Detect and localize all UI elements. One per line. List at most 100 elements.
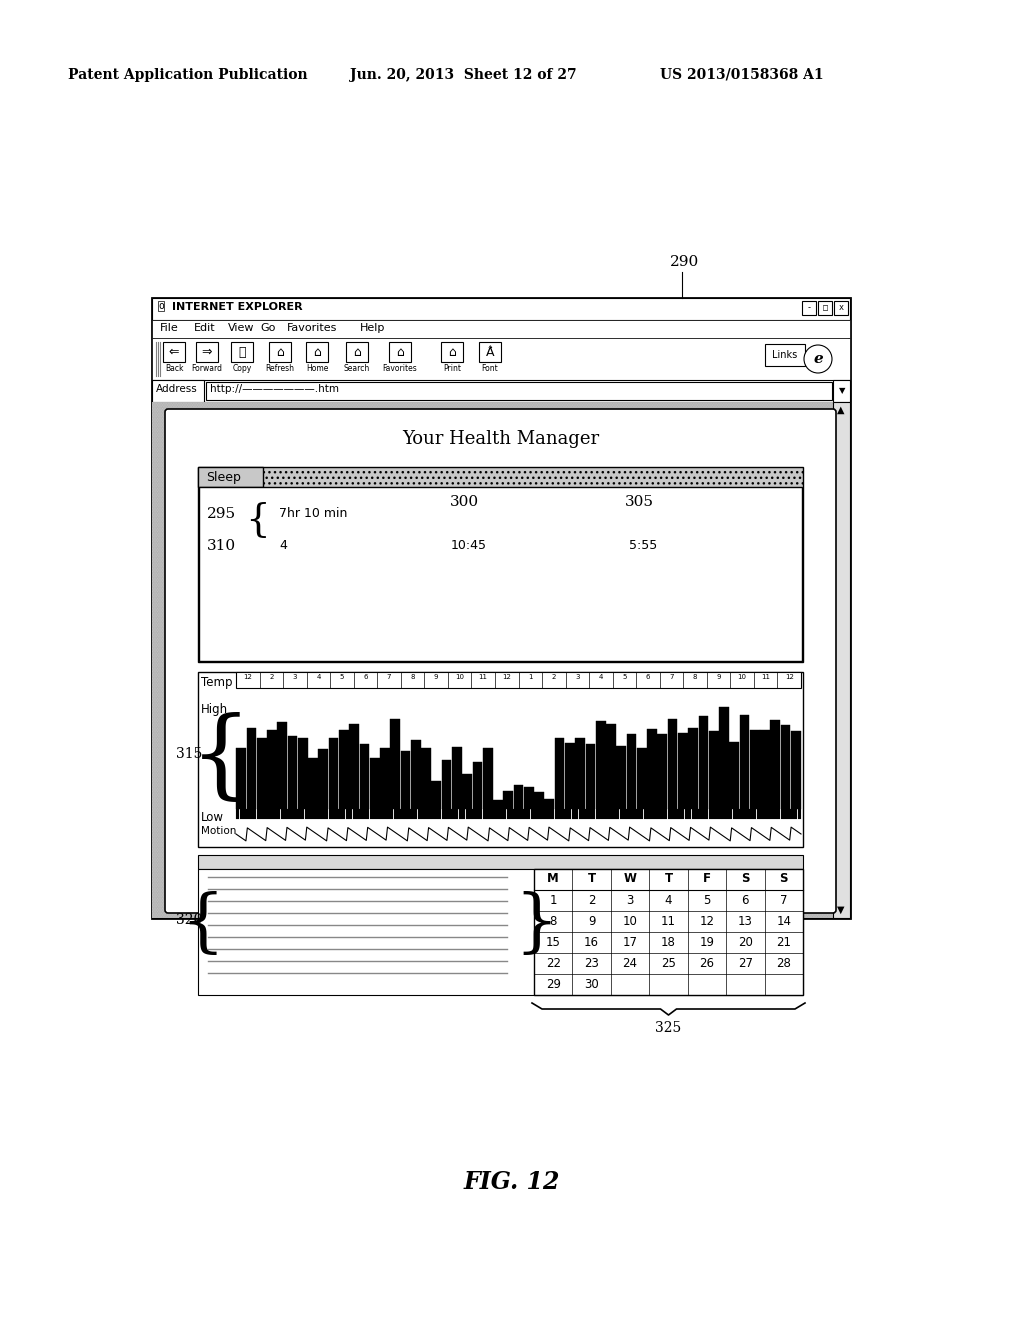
Bar [606, 809, 609, 818]
Text: 310: 310 [207, 539, 237, 553]
Text: 3: 3 [627, 894, 634, 907]
Bar [535, 792, 544, 809]
Text: 12: 12 [244, 675, 252, 680]
Bar [698, 715, 709, 809]
Text: 30: 30 [585, 978, 599, 991]
Bar [486, 809, 489, 818]
Bar [270, 809, 273, 818]
Bar [596, 809, 599, 818]
Bar [637, 748, 646, 809]
Bar [198, 869, 803, 995]
Bar [780, 726, 791, 809]
Text: Favorites: Favorites [383, 364, 418, 374]
Bar [236, 672, 801, 688]
Bar [198, 467, 263, 487]
Text: F: F [702, 873, 711, 884]
Bar [654, 809, 657, 818]
Bar [586, 743, 595, 809]
Bar [257, 738, 266, 809]
Text: 5: 5 [703, 894, 711, 907]
Bar [257, 809, 260, 818]
Text: ⌂: ⌂ [353, 346, 360, 359]
Bar [586, 809, 589, 818]
Bar [732, 809, 736, 818]
Bar [152, 403, 850, 917]
Bar [301, 809, 304, 818]
Text: View: View [228, 323, 255, 333]
Bar [411, 741, 421, 809]
Bar [278, 809, 281, 818]
Bar [571, 809, 574, 818]
Bar [575, 738, 585, 809]
Bar [352, 809, 355, 818]
Text: Â: Â [485, 346, 495, 359]
Bar [428, 809, 431, 818]
Text: 8: 8 [411, 675, 415, 680]
Bar [445, 809, 449, 818]
Bar [400, 751, 411, 809]
Bar [198, 855, 803, 869]
Bar [555, 809, 558, 818]
Bar [240, 809, 243, 818]
Text: 4: 4 [279, 539, 287, 552]
Bar [834, 301, 848, 315]
Bar [435, 809, 438, 818]
FancyBboxPatch shape [165, 409, 836, 913]
Circle shape [804, 345, 831, 374]
Text: ⇐: ⇐ [169, 346, 179, 359]
Text: Favorites: Favorites [287, 323, 337, 333]
Bar [739, 809, 742, 818]
Bar [441, 809, 444, 818]
Text: Print: Print [443, 364, 461, 374]
Bar [517, 809, 520, 818]
Bar [408, 809, 411, 818]
Bar [373, 809, 376, 818]
Bar [665, 809, 668, 818]
Bar [288, 809, 291, 818]
Bar [466, 809, 469, 818]
Text: Search: Search [344, 364, 370, 374]
Bar [479, 809, 482, 818]
Text: 7: 7 [387, 675, 391, 680]
Bar [389, 342, 411, 362]
Bar [336, 809, 339, 818]
Text: FIG. 12: FIG. 12 [464, 1170, 560, 1195]
Bar [548, 809, 551, 818]
Text: 5: 5 [623, 675, 627, 680]
Bar [541, 809, 544, 818]
Bar [400, 809, 403, 818]
Bar [163, 342, 185, 362]
Bar [359, 743, 370, 809]
Bar [678, 733, 688, 809]
Bar [318, 809, 322, 818]
Bar [237, 748, 246, 809]
Bar [483, 748, 493, 809]
Bar [602, 809, 606, 818]
Bar [504, 791, 513, 809]
Bar [507, 809, 510, 818]
Bar [616, 746, 626, 809]
Bar [306, 342, 328, 362]
Bar [380, 809, 383, 818]
Text: 3: 3 [293, 675, 297, 680]
Bar [489, 809, 493, 818]
Bar [449, 809, 452, 818]
Bar [701, 809, 705, 818]
Bar [247, 809, 250, 818]
Text: 29: 29 [546, 978, 561, 991]
Text: 5: 5 [340, 675, 344, 680]
Bar [332, 809, 335, 818]
Bar [414, 809, 418, 818]
Text: 305: 305 [625, 495, 653, 510]
Bar [393, 809, 397, 818]
Bar [152, 380, 850, 403]
Text: 6: 6 [646, 675, 650, 680]
Text: Your Health Manager: Your Health Manager [402, 430, 599, 447]
Bar [833, 403, 850, 917]
Bar [329, 809, 332, 818]
Bar [198, 467, 803, 663]
Text: Forward: Forward [191, 364, 222, 374]
Bar [441, 760, 452, 809]
Text: Copy: Copy [232, 364, 252, 374]
Bar [294, 809, 298, 818]
